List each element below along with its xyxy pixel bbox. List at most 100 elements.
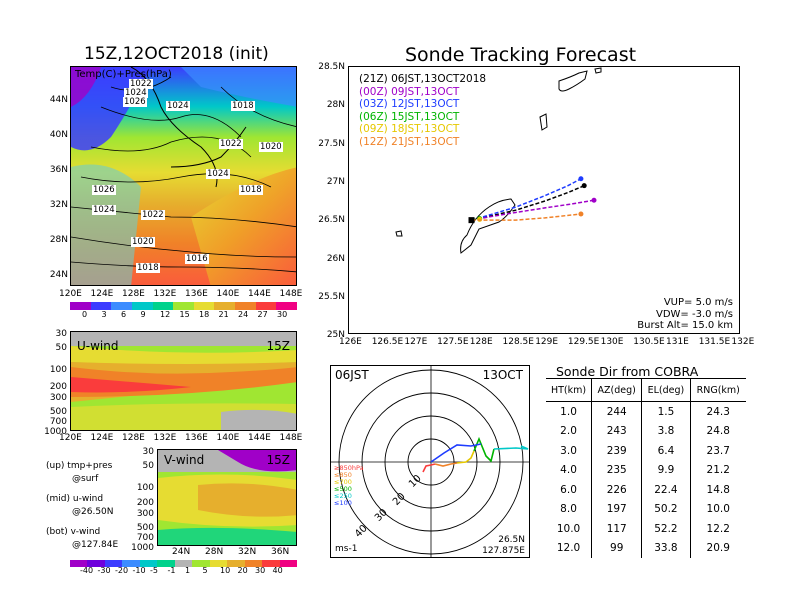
vwind-p-tick: 100 [136, 483, 154, 493]
uwind-lon-tick: 124E [90, 433, 114, 443]
vwind-lat-tick: 36N [271, 547, 290, 557]
sonde-table-cell: 6.0 [546, 480, 593, 500]
track-lon-tick: 130E [600, 337, 624, 347]
track-panel: (21Z) 06JST,13OCT2018 (00Z) 09JST,13OCT (0… [348, 66, 740, 334]
polar-lat: 26.5N [498, 535, 525, 545]
vwind-p-tick: 200 [136, 498, 154, 508]
temp-colorbar-swatch [214, 302, 236, 310]
temp-colorbar-swatch [235, 302, 257, 310]
vwind-p-tick: 500 [136, 523, 154, 533]
wind-colorbar-tick: -1 [167, 566, 176, 575]
uwind-label: U-wind [77, 339, 119, 353]
sonde-table-row: 12.0 99 33.8 20.9 [546, 538, 746, 558]
map-lon-tick: 140E [216, 289, 240, 299]
polar-hodograph [331, 366, 529, 557]
sonde-table-cell: 12.0 [546, 538, 593, 558]
wind-colorbar-tick: 20 [237, 566, 248, 575]
uwind-p-tick: 500 [49, 407, 67, 417]
wind-colorbar-swatch [139, 560, 158, 567]
track-lon-tick: 131E [666, 337, 689, 347]
isobar-label: 1016 [185, 254, 209, 264]
isobar-label: 1022 [141, 210, 165, 220]
isobar-label: 1018 [231, 101, 255, 111]
temp-colorbar [70, 302, 298, 310]
sonde-table-cell: 3.8 [641, 421, 691, 441]
track-lat-tick: 26.5N [318, 215, 345, 226]
wind-colorbar-swatch [174, 560, 193, 567]
map-lat-tick: 40N [49, 130, 68, 140]
map-lon-tick: 148E [279, 289, 303, 299]
sonde-table-cell: 20.9 [706, 542, 730, 555]
sonde-table-cell: 23.7 [706, 444, 730, 457]
temp-colorbar-tick: 18 [199, 310, 210, 319]
polar-level-entry: ≤250 [334, 492, 352, 500]
sonde-table-title: Sonde Dir from COBRA [556, 364, 699, 379]
wind-colorbar-swatch [122, 560, 141, 567]
vwind-lat-tick: 28N [205, 547, 224, 557]
track-param: VDW= -3.0 m/s [656, 308, 733, 320]
sonde-table-cell: 52.2 [641, 519, 691, 539]
uwind-p-tick: 1000 [44, 427, 67, 437]
track-legend-entry: (03Z) 12JST,13OCT [359, 98, 460, 110]
map-lat-tick: 44N [49, 95, 68, 105]
track-lon-tick: 132E [731, 337, 755, 347]
map-title: 15Z,12OCT2018 (init) [84, 44, 269, 64]
vwind-time: 15Z [266, 453, 291, 467]
sonde-table-cell: 1.0 [546, 401, 593, 422]
temp-colorbar-swatch [152, 302, 174, 310]
vwind-field [158, 450, 296, 545]
uwind-lon-tick: 120E [59, 433, 82, 443]
temp-colorbar-tick: 9 [140, 310, 146, 319]
vwind-p-tick: 300 [136, 509, 154, 519]
panel-note-sub: @surf [72, 474, 99, 484]
track-lat-tick: 28.5N [318, 62, 345, 72]
temp-colorbar-tick: 15 [179, 310, 190, 319]
sonde-table-cell: 197 [591, 499, 643, 519]
polar-panel: 06JST 13OCT 10 20 30 40 ≥850hPa ≤850 ≤700 ≤500… [330, 365, 530, 558]
track-lat-tick: 27.5N [318, 138, 345, 149]
wind-colorbar-swatch [104, 560, 123, 567]
wind-colorbar [70, 560, 298, 567]
wind-colorbar-tick: -30 [97, 566, 111, 575]
wind-colorbar-swatch [227, 560, 246, 567]
sonde-table-cell: 1.5 [641, 401, 691, 422]
track-lon-tick: 129E [535, 337, 559, 347]
sonde-header-cell: RNG(km) [696, 384, 740, 396]
uwind-p-tick: 50 [55, 343, 67, 353]
vwind-lat-tick: 32N [238, 547, 257, 557]
sonde-table-cell: 24.8 [706, 425, 730, 438]
isobar-label: 1024 [124, 88, 148, 98]
panel-note-line: (mid) u-wind [46, 494, 104, 504]
panel-note-sub: @26.50N [72, 507, 114, 517]
polar-units: ms-1 [335, 544, 358, 554]
uwind-lon-tick: 136E [185, 433, 208, 443]
wind-colorbar-swatch [87, 560, 106, 567]
track-lon-tick: 126E [339, 337, 362, 347]
track-series-line [471, 199, 595, 221]
uwind-lon-tick: 128E [122, 433, 145, 443]
uwind-p-tick: 100 [49, 365, 67, 375]
track-lat-tick: 26N [326, 253, 345, 264]
vwind-p-tick: 50 [142, 461, 154, 471]
temp-colorbar-swatch [255, 302, 277, 310]
uwind-lon-tick: 132E [153, 433, 177, 443]
vwind-p-tick: 1000 [131, 543, 154, 553]
temp-colorbar-tick: 24 [238, 310, 249, 319]
surface-temp-field [71, 67, 296, 285]
vwind-label: V-wind [164, 453, 205, 467]
map-lon-tick: 120E [59, 289, 82, 299]
sonde-table-cell: 12.2 [706, 522, 730, 535]
wind-colorbar-tick: 1 [185, 566, 191, 575]
sonde-table-header: HT(km) AZ(deg) EL(deg) RNG(km) [546, 378, 746, 402]
vwind-panel: V-wind 15Z [157, 449, 297, 546]
panel-note-line: (bot) v-wind [46, 527, 101, 537]
uwind-field [71, 332, 296, 430]
map-lon-tick: 136E [185, 289, 208, 299]
temp-colorbar-tick: 0 [82, 310, 88, 319]
track-lat-tick: 25N [326, 330, 345, 341]
sonde-table-row: 6.0 226 22.4 14.8 [546, 480, 746, 500]
map-lat-tick: 36N [49, 165, 68, 175]
launch-site-marker [468, 217, 475, 224]
map-lon-tick: 128E [122, 289, 145, 299]
track-param: Burst Alt= 15.0 km [637, 320, 733, 331]
